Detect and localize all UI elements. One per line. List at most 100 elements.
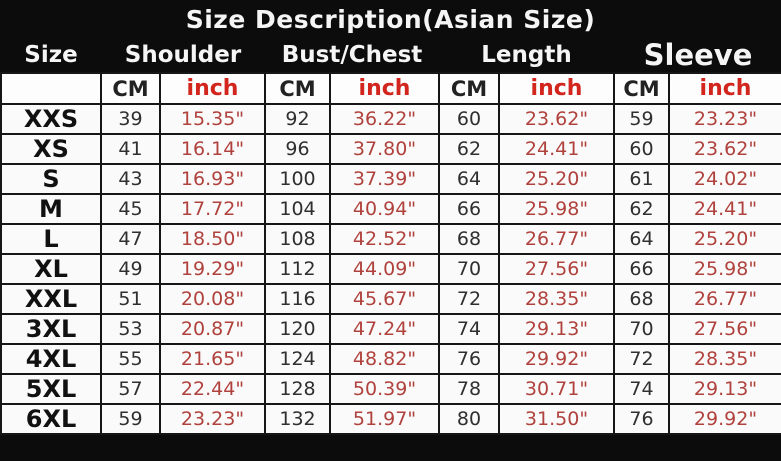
inch-cell: 31.50": [498, 403, 615, 435]
unit-cm-header: CM: [613, 72, 670, 105]
cm-cell: 66: [613, 253, 670, 285]
inch-cell: 17.72": [159, 193, 266, 225]
cm-cell: 41: [100, 133, 161, 165]
cm-cell: 72: [438, 283, 500, 315]
inch-cell: 23.62": [668, 133, 781, 165]
inch-cell: 16.14": [159, 133, 266, 165]
cm-cell: 62: [613, 193, 670, 225]
cm-cell: 39: [100, 103, 161, 135]
size-cell: M: [0, 193, 102, 225]
size-cell: L: [0, 223, 102, 255]
inch-cell: 29.13": [498, 313, 615, 345]
size-cell: XXS: [0, 103, 102, 135]
cm-cell: 132: [264, 403, 331, 435]
chart-title: Size Description(Asian Size): [0, 0, 781, 38]
cm-cell: 76: [613, 403, 670, 435]
group-header-row: Size Shoulder Bust/Chest Length Sleeve: [1, 38, 781, 73]
inch-cell: 28.35": [498, 283, 615, 315]
table-row: S 43 16.93" 100 37.39" 64 25.20" 61 24.02": [0, 163, 781, 195]
inch-cell: 20.08": [159, 283, 266, 315]
cm-cell: 66: [438, 193, 500, 225]
cm-cell: 112: [264, 253, 331, 285]
cm-cell: 60: [613, 133, 670, 165]
unit-inch-header: inch: [329, 72, 440, 105]
length-group-header: Length: [439, 38, 614, 73]
inch-cell: 42.52": [329, 223, 440, 255]
size-cell: XXL: [0, 283, 102, 315]
cm-cell: 108: [264, 223, 331, 255]
sleeve-group-header: Sleeve: [614, 38, 781, 73]
unit-inch-header: inch: [159, 72, 266, 105]
cm-cell: 55: [100, 343, 161, 375]
inch-cell: 16.93": [159, 163, 266, 195]
cm-cell: 100: [264, 163, 331, 195]
cm-cell: 68: [613, 283, 670, 315]
size-cell: XS: [0, 133, 102, 165]
cm-cell: 62: [438, 133, 500, 165]
table-row: L 47 18.50" 108 42.52" 68 26.77" 64 25.20": [0, 223, 781, 255]
inch-cell: 25.98": [498, 193, 615, 225]
inch-cell: 24.41": [498, 133, 615, 165]
size-cell: 3XL: [0, 313, 102, 345]
table-row: XS 41 16.14" 96 37.80" 62 24.41" 60 23.62": [0, 133, 781, 165]
table-row: XXS 39 15.35" 92 36.22" 60 23.62" 59 23.23": [0, 103, 781, 135]
inch-cell: 15.35": [159, 103, 266, 135]
inch-cell: 36.22": [329, 103, 440, 135]
inch-cell: 50.39": [329, 373, 440, 405]
inch-cell: 37.80": [329, 133, 440, 165]
size-cell: 6XL: [0, 403, 102, 435]
cm-cell: 104: [264, 193, 331, 225]
inch-cell: 26.77": [498, 223, 615, 255]
inch-cell: 24.41": [668, 193, 781, 225]
inch-cell: 51.97": [329, 403, 440, 435]
cm-cell: 47: [100, 223, 161, 255]
inch-cell: 25.20": [498, 163, 615, 195]
cm-cell: 45: [100, 193, 161, 225]
inch-cell: 23.62": [498, 103, 615, 135]
cm-cell: 64: [613, 223, 670, 255]
size-cell: 5XL: [0, 373, 102, 405]
size-table: Size Shoulder Bust/Chest Length Sleeve C…: [0, 38, 781, 435]
cm-cell: 70: [438, 253, 500, 285]
inch-cell: 27.56": [498, 253, 615, 285]
inch-cell: 29.92": [668, 403, 781, 435]
inch-cell: 24.02": [668, 163, 781, 195]
table-row: 5XL 57 22.44" 128 50.39" 78 30.71" 74 29.13": [0, 373, 781, 405]
unit-inch-header: inch: [668, 72, 781, 105]
cm-cell: 76: [438, 343, 500, 375]
table-row: 6XL 59 23.23" 132 51.97" 80 31.50" 76 29.92": [0, 403, 781, 435]
inch-cell: 30.71": [498, 373, 615, 405]
inch-cell: 23.23": [159, 403, 266, 435]
inch-cell: 48.82": [329, 343, 440, 375]
size-cell: S: [0, 163, 102, 195]
cm-cell: 124: [264, 343, 331, 375]
empty-corner-cell: [0, 72, 102, 105]
cm-cell: 116: [264, 283, 331, 315]
cm-cell: 49: [100, 253, 161, 285]
cm-cell: 64: [438, 163, 500, 195]
cm-cell: 70: [613, 313, 670, 345]
cm-cell: 92: [264, 103, 331, 135]
table-row: XXL 51 20.08" 116 45.67" 72 28.35" 68 26.77": [0, 283, 781, 315]
inch-cell: 26.77": [668, 283, 781, 315]
cm-cell: 128: [264, 373, 331, 405]
table-row: M 45 17.72" 104 40.94" 66 25.98" 62 24.41": [0, 193, 781, 225]
size-cell: XL: [0, 253, 102, 285]
inch-cell: 23.23": [668, 103, 781, 135]
cm-cell: 59: [100, 403, 161, 435]
inch-cell: 37.39": [329, 163, 440, 195]
cm-cell: 80: [438, 403, 500, 435]
table-body: XXS 39 15.35" 92 36.22" 60 23.62" 59 23.23" XS 41 1…: [0, 103, 781, 435]
size-cell: 4XL: [0, 343, 102, 375]
cm-cell: 43: [100, 163, 161, 195]
inch-cell: 25.98": [668, 253, 781, 285]
cm-cell: 78: [438, 373, 500, 405]
cm-cell: 68: [438, 223, 500, 255]
cm-cell: 72: [613, 343, 670, 375]
inch-cell: 45.67": [329, 283, 440, 315]
inch-cell: 27.56": [668, 313, 781, 345]
inch-cell: 47.24": [329, 313, 440, 345]
table-row: 3XL 53 20.87" 120 47.24" 74 29.13" 70 27.56": [0, 313, 781, 345]
cm-cell: 74: [613, 373, 670, 405]
